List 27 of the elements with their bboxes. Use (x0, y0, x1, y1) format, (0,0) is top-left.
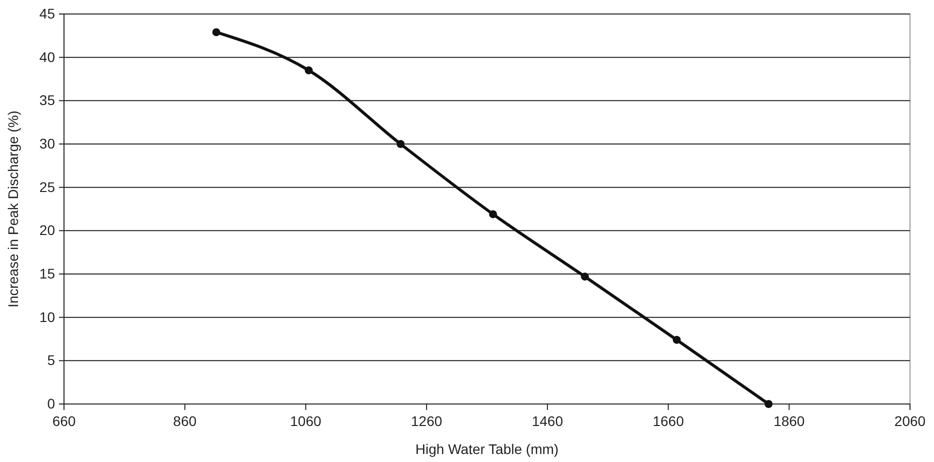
x-tick-label: 660 (52, 412, 76, 429)
x-tick-label: 1460 (532, 412, 564, 429)
y-tick-label: 30 (39, 135, 56, 152)
y-tick-label: 10 (39, 308, 56, 325)
point (212, 28, 220, 36)
point (489, 210, 498, 218)
point (764, 400, 773, 408)
point (304, 66, 313, 74)
x-tick-label: 1860 (774, 412, 805, 429)
point (396, 140, 405, 148)
x-axis-title: High Water Table (mm) (415, 441, 559, 457)
y-tick-label: 0 (47, 395, 56, 412)
y-axis-title: Increase in Peak Discharge (%) (5, 110, 21, 308)
y-tick-label: 25 (39, 178, 56, 195)
point (672, 336, 681, 344)
y-tick-label: 40 (39, 48, 56, 65)
y-tick-label: 20 (39, 222, 56, 238)
x-tick-label: 1660 (652, 412, 684, 429)
point (580, 272, 589, 281)
y-tick-label: 35 (39, 92, 56, 108)
x-tick-label: 860 (173, 412, 197, 429)
x-tick-label: 1060 (290, 412, 322, 429)
y-tick-label: 45 (39, 5, 56, 22)
y-tick-label: 5 (47, 352, 56, 368)
x-tick-label: 1260 (410, 412, 442, 429)
y-tick-label: 15 (39, 265, 56, 282)
x-tick-label: 2060 (894, 412, 926, 429)
